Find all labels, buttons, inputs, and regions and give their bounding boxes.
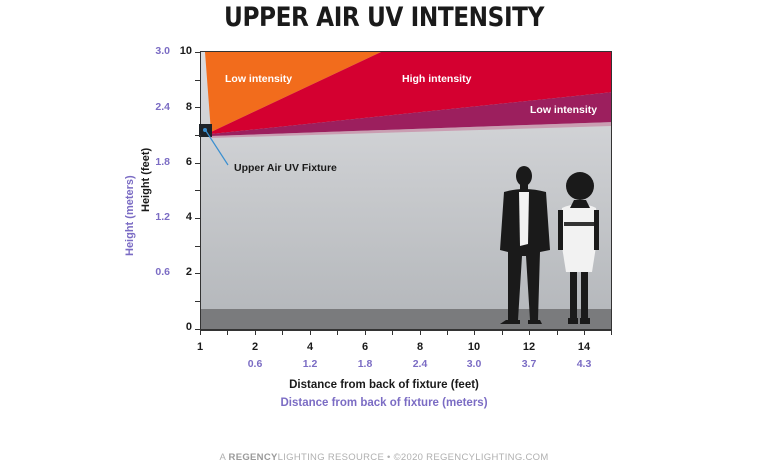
x-label-meters: 4.3 bbox=[576, 358, 592, 370]
x-label-feet: 8 bbox=[416, 341, 424, 353]
y-axis-title-meters: Height (meters) bbox=[124, 175, 136, 256]
x-label-feet: 4 bbox=[306, 341, 314, 353]
low-intensity-purple-zone bbox=[211, 92, 611, 136]
x-axis-title-feet: Distance from back of fixture (feet) bbox=[289, 379, 479, 391]
y-tick bbox=[195, 52, 201, 54]
x-tick bbox=[282, 329, 284, 335]
y-label-meters: 2.4 bbox=[155, 101, 170, 113]
label-low-intensity-upper: Low intensity bbox=[225, 73, 293, 85]
y-label-feet: 0 bbox=[185, 321, 192, 333]
y-label-meters: 1.2 bbox=[155, 211, 170, 223]
x-label-feet: 6 bbox=[361, 341, 369, 353]
x-label-meters: 1.2 bbox=[302, 358, 318, 370]
x-tick bbox=[365, 329, 367, 335]
high-intensity-zone bbox=[211, 52, 611, 134]
x-tick bbox=[447, 329, 449, 335]
y-tick bbox=[195, 107, 201, 109]
uv-beam-zones bbox=[205, 52, 611, 138]
y-tick bbox=[195, 246, 201, 248]
x-tick bbox=[255, 329, 257, 335]
y-tick bbox=[195, 273, 201, 275]
label-high-intensity: High intensity bbox=[402, 73, 472, 85]
y-label-feet: 2 bbox=[185, 266, 192, 278]
y-label-meters: 3.0 bbox=[155, 45, 170, 57]
x-tick bbox=[310, 329, 312, 335]
x-tick bbox=[529, 329, 531, 335]
x-axis-title-meters: Distance from back of fixture (meters) bbox=[280, 397, 488, 409]
x-label-meters: 2.4 bbox=[412, 358, 428, 370]
y-tick bbox=[195, 329, 201, 331]
x-tick bbox=[227, 329, 229, 335]
x-label-feet: 10 bbox=[467, 341, 481, 353]
y-tick bbox=[195, 135, 201, 137]
people-silhouettes-icon bbox=[500, 166, 599, 324]
x-tick bbox=[611, 329, 613, 335]
y-tick bbox=[195, 190, 201, 192]
y-tick bbox=[195, 301, 201, 303]
x-label-feet: 14 bbox=[577, 341, 591, 353]
y-label-feet: 6 bbox=[185, 156, 192, 168]
y-label-feet: 4 bbox=[185, 211, 192, 223]
x-tick bbox=[392, 329, 394, 335]
footer-brand-suffix: LIGHTING bbox=[277, 452, 325, 463]
footer-credit: A REGENCYLIGHTING RESOURCE • ©2020 REGEN… bbox=[0, 452, 768, 463]
x-tick bbox=[557, 329, 559, 335]
fixture-dot bbox=[203, 128, 207, 132]
x-tick bbox=[502, 329, 504, 335]
page-title: UPPER AIR UV INTENSITY bbox=[224, 2, 544, 33]
y-label-meters: 0.6 bbox=[155, 266, 170, 278]
x-label-feet: 2 bbox=[251, 341, 259, 353]
footer-brand: REGENCY bbox=[228, 452, 278, 463]
y-axis-title-feet: Height (feet) bbox=[140, 147, 152, 212]
fixture-label: Upper Air UV Fixture bbox=[234, 162, 337, 174]
label-low-intensity-lower: Low intensity bbox=[530, 104, 598, 116]
y-label-meters: 1.8 bbox=[155, 156, 170, 168]
y-tick bbox=[195, 80, 201, 82]
low-intensity-orange-zone bbox=[205, 52, 381, 132]
y-label-feet: 10 bbox=[179, 45, 192, 57]
x-label-feet: 1 bbox=[196, 341, 204, 353]
x-label-meters: 3.7 bbox=[521, 358, 537, 370]
x-axis-line bbox=[200, 329, 612, 331]
y-tick bbox=[195, 163, 201, 165]
x-label-meters: 1.8 bbox=[357, 358, 373, 370]
x-label-meters: 0.6 bbox=[247, 358, 263, 370]
footer-prefix: A bbox=[219, 452, 226, 463]
y-label-feet: 8 bbox=[185, 101, 192, 113]
x-tick bbox=[200, 329, 202, 335]
x-tick bbox=[474, 329, 476, 335]
x-tick bbox=[337, 329, 339, 335]
x-tick bbox=[584, 329, 586, 335]
x-tick bbox=[420, 329, 422, 335]
x-label-meters: 3.0 bbox=[466, 358, 482, 370]
footer-text: RESOURCE • ©2020 REGENCYLIGHTING.COM bbox=[327, 452, 549, 463]
y-tick bbox=[195, 218, 201, 220]
x-label-feet: 12 bbox=[522, 341, 536, 353]
